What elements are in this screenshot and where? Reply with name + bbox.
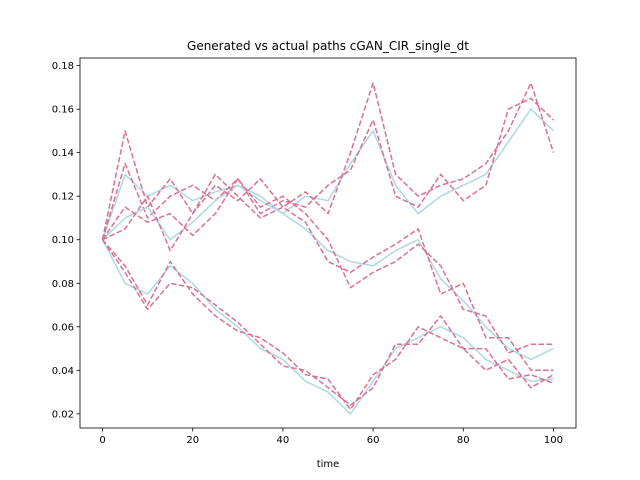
series-line-8 [101, 239, 554, 411]
y-tick-label: 0.12 [52, 192, 74, 203]
x-tick-label: 100 [544, 435, 563, 446]
x-tick-label: 60 [367, 435, 380, 446]
axes-frame [79, 57, 577, 429]
y-tick-label: 0.06 [52, 322, 74, 333]
x-tick-label: 20 [186, 435, 199, 446]
chart-title: Generated vs actual paths cGAN_CIR_singl… [187, 39, 469, 53]
series-line-9 [101, 239, 554, 406]
x-tick-label: 40 [277, 435, 290, 446]
x-axis-label: time [317, 459, 340, 470]
y-tick-label: 0.10 [52, 235, 74, 246]
series-line-1 [101, 108, 555, 240]
series-line-5 [102, 178, 554, 372]
x-tick-label: 0 [99, 435, 105, 446]
series-line-3 [101, 97, 555, 240]
y-tick-label: 0.08 [52, 279, 74, 290]
series-line-7 [101, 239, 554, 415]
x-tick-label: 80 [457, 435, 470, 446]
y-tick-label: 0.14 [52, 148, 74, 159]
series-line-6 [101, 178, 554, 354]
series-line-2 [101, 82, 555, 240]
y-axis: 0.02 0.04 0.06 0.08 0.10 0.12 0.14 0.16 0.18 [52, 61, 80, 420]
y-tick-label: 0.16 [52, 105, 74, 116]
y-tick-label: 0.02 [52, 409, 74, 420]
series-line-4 [101, 184, 554, 361]
y-tick-label: 0.18 [52, 61, 74, 72]
x-axis: 0 20 40 60 80 100 [99, 428, 563, 446]
series-layer [101, 82, 555, 415]
y-tick-label: 0.04 [52, 366, 74, 377]
